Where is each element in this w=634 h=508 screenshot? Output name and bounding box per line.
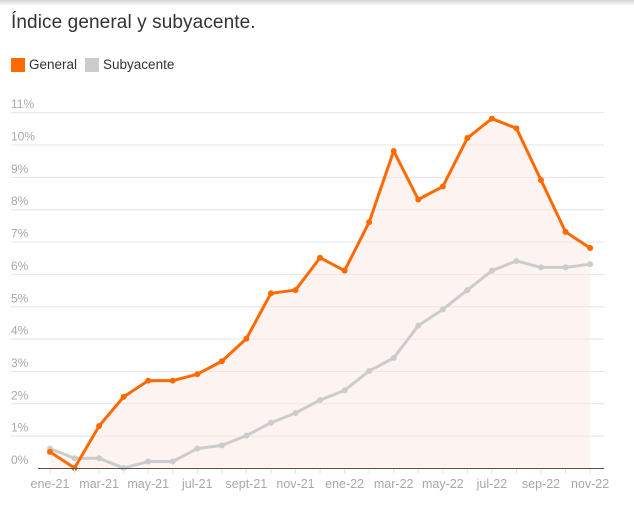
- y-tick-label: 6%: [11, 259, 29, 273]
- subyacente-point[interactable]: [341, 387, 348, 394]
- y-tick-label: 5%: [11, 291, 29, 305]
- subyacente-point[interactable]: [243, 432, 250, 439]
- y-tick-label: 2%: [11, 388, 29, 402]
- legend-item-general[interactable]: General: [11, 57, 77, 72]
- x-tick-label: ene-22: [325, 477, 364, 491]
- y-tick-label: 10%: [11, 130, 35, 144]
- general-point[interactable]: [562, 228, 569, 235]
- subyacente-point[interactable]: [562, 264, 569, 271]
- general-point[interactable]: [243, 335, 250, 342]
- subyacente-point[interactable]: [317, 397, 324, 404]
- subyacente-point[interactable]: [96, 455, 103, 462]
- x-tick-label: nov-22: [571, 477, 609, 491]
- x-tick-label: may-21: [127, 477, 169, 491]
- x-tick-label: sep-22: [522, 477, 560, 491]
- general-point[interactable]: [513, 125, 520, 132]
- general-point[interactable]: [145, 377, 152, 384]
- series-general[interactable]: [47, 115, 594, 471]
- general-point[interactable]: [96, 422, 103, 429]
- x-tick-label: may-22: [422, 477, 464, 491]
- chart-title: Índice general y subyacente.: [11, 12, 256, 33]
- top-shadow: [0, 0, 634, 6]
- general-point[interactable]: [488, 115, 495, 122]
- subyacente-point[interactable]: [513, 257, 520, 264]
- legend-label-general: General: [29, 57, 78, 72]
- y-tick-label: 11%: [11, 97, 34, 111]
- x-tick-label: sept-21: [226, 477, 268, 491]
- legend-item-subyacente[interactable]: Subyacente: [85, 57, 174, 72]
- subyacente-point[interactable]: [488, 267, 495, 274]
- subyacente-point[interactable]: [415, 322, 422, 329]
- legend: General Subyacente: [11, 57, 182, 72]
- general-point[interactable]: [267, 290, 274, 297]
- x-tick-label: nov-21: [276, 477, 314, 491]
- general-point[interactable]: [464, 135, 471, 142]
- y-tick-label: 4%: [11, 324, 29, 338]
- x-tick-label: mar-21: [79, 477, 119, 491]
- subyacente-point[interactable]: [538, 264, 544, 271]
- general-point[interactable]: [439, 183, 446, 190]
- general-point[interactable]: [390, 147, 397, 154]
- general-point[interactable]: [415, 196, 422, 203]
- x-tick-label: jul-21: [181, 477, 213, 491]
- general-point[interactable]: [120, 393, 127, 400]
- y-axis: 0% 1% 2% 3% 4% 5% 6% 7% 8% 9% 10% 11%: [11, 97, 35, 467]
- area-fill: [11, 112, 604, 469]
- subyacente-point[interactable]: [218, 442, 225, 449]
- subyacente-point[interactable]: [194, 445, 201, 452]
- legend-swatch-general: [11, 57, 25, 72]
- y-tick-label: 8%: [11, 194, 29, 208]
- subyacente-point[interactable]: [366, 367, 373, 374]
- subyacente-point[interactable]: [71, 455, 78, 462]
- x-axis: ene-21 mar-21 may-21 jul-21 sept-21 nov-21 ene…: [31, 468, 609, 491]
- subyacente-point[interactable]: [169, 458, 176, 465]
- subyacente-point[interactable]: [390, 355, 397, 362]
- x-tick-label: jul-22: [476, 477, 508, 491]
- subyacente-point[interactable]: [439, 306, 446, 313]
- legend-label-subyacente: Subyacente: [103, 57, 175, 72]
- general-point[interactable]: [194, 371, 201, 378]
- subyacente-point[interactable]: [145, 458, 152, 465]
- legend-swatch-subyacente: [85, 57, 100, 72]
- x-tick-label: mar-22: [374, 477, 414, 491]
- general-point[interactable]: [169, 377, 176, 384]
- general-point[interactable]: [587, 245, 594, 252]
- general-point[interactable]: [218, 358, 225, 365]
- y-tick-label: 9%: [11, 162, 29, 176]
- series-subyacente[interactable]: [47, 257, 594, 471]
- subyacente-point[interactable]: [587, 261, 594, 268]
- y-tick-label: 1%: [11, 421, 29, 435]
- area-general: [50, 118, 591, 469]
- y-tick-label: 7%: [11, 227, 29, 241]
- general-point[interactable]: [341, 267, 348, 274]
- general-point[interactable]: [292, 287, 299, 294]
- x-tick-label: ene-21: [31, 477, 70, 491]
- subyacente-point[interactable]: [464, 287, 471, 294]
- y-tick-label: 3%: [11, 356, 29, 370]
- subyacente-point[interactable]: [267, 419, 274, 426]
- general-point[interactable]: [47, 448, 53, 455]
- general-point[interactable]: [538, 177, 544, 184]
- general-point[interactable]: [366, 219, 373, 226]
- general-point[interactable]: [317, 254, 324, 261]
- subyacente-point[interactable]: [292, 410, 299, 417]
- y-tick-label: 0%: [11, 453, 29, 467]
